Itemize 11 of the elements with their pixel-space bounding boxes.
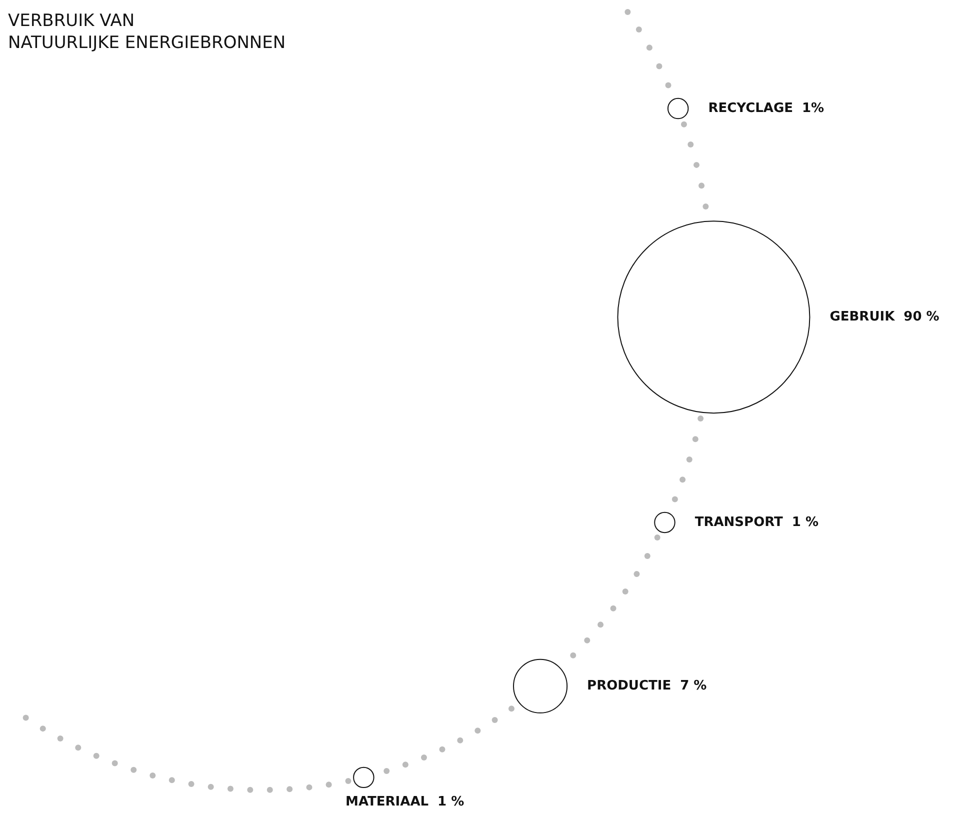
category-label: RECYCLAGE: [708, 100, 794, 116]
data-label: 1 %: [438, 794, 464, 810]
category-label: TRANSPORT: [694, 514, 784, 530]
text: VERBRUIK VAN NATUURLIJKE ENERGIEBRONNEN: [8, 10, 286, 54]
data-label: 90 %: [904, 309, 940, 324]
data-label: 7 %: [680, 678, 707, 694]
category-label: MATERIAAL: [346, 794, 429, 810]
data-label: 1 %: [792, 514, 819, 530]
category-label: GEBRUIK: [830, 309, 896, 324]
category-label: PRODUCTIE: [587, 678, 672, 694]
data-label: 1%: [802, 100, 824, 116]
